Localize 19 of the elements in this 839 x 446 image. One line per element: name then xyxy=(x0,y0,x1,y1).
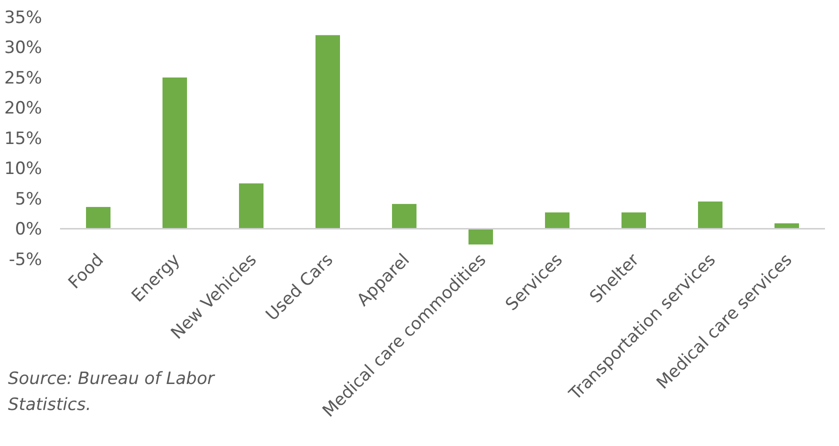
y-tick-label: 25% xyxy=(4,68,42,88)
bar xyxy=(162,78,187,229)
y-tick-label: 15% xyxy=(4,128,42,149)
bar xyxy=(545,212,570,229)
y-tick-label: 0% xyxy=(15,220,42,240)
y-tick-label: 20% xyxy=(4,98,42,119)
y-tick-label: -5% xyxy=(8,250,42,270)
bar xyxy=(698,202,722,229)
y-tick-label: 10% xyxy=(4,159,42,180)
y-tick-label: 30% xyxy=(4,38,42,58)
bar xyxy=(239,183,264,229)
y-tick-label: 35% xyxy=(4,8,42,28)
source-note: Source: Bureau of Labor Statistics. xyxy=(8,369,216,415)
bar xyxy=(622,212,646,229)
bar xyxy=(86,206,110,229)
y-tick-label: 5% xyxy=(15,189,42,210)
bar xyxy=(392,204,416,229)
bar xyxy=(468,228,493,244)
bar xyxy=(316,35,340,229)
